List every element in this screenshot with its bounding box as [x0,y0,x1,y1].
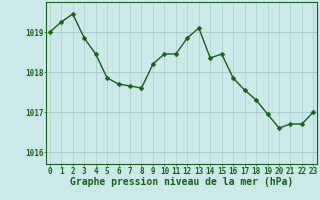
X-axis label: Graphe pression niveau de la mer (hPa): Graphe pression niveau de la mer (hPa) [70,177,293,187]
